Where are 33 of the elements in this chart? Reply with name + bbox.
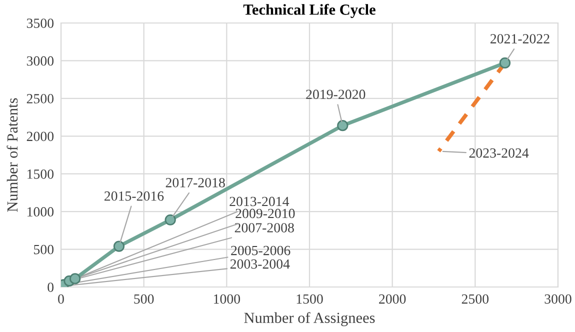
y-tick-label: 2000 (26, 132, 54, 142)
annotation: 2005-2006 (231, 246, 290, 256)
point (337, 120, 348, 132)
annotation: 2009-2010 (236, 208, 295, 218)
point (113, 240, 125, 252)
x-tick-label: 1000 (214, 294, 240, 304)
x-tick-label: 3000 (544, 294, 572, 304)
y-tick-label: 1000 (28, 207, 54, 217)
y-tick-label: 3000 (26, 56, 54, 66)
y-axis-title: Number of Patents (6, 98, 18, 212)
point (164, 214, 176, 226)
x-axis-title: Number of Assignees (244, 312, 375, 326)
annotation: 2019-2020 (306, 90, 366, 100)
annotation: 2007-2008 (234, 223, 294, 232)
x-tick-label: 2500 (462, 294, 489, 304)
x-tick-label: 1500 (296, 294, 323, 304)
y-tick-label: 3500 (26, 18, 54, 28)
annotation: 2017-2018 (166, 178, 225, 188)
annotation: 2021-2022 (490, 34, 550, 44)
y-tick-label: 2500 (26, 94, 54, 104)
x-tick-label: 2000 (379, 294, 406, 304)
annotation: 2015-2016 (104, 191, 164, 201)
x-tick-label: 500 (134, 294, 154, 304)
y-tick-label: 1500 (28, 169, 54, 179)
point (499, 57, 511, 69)
annotation: 2023-2024 (469, 148, 529, 158)
annotation: 2003-2004 (230, 259, 290, 269)
y-tick-label: 0 (48, 282, 54, 292)
y-tick-label: 500 (34, 244, 54, 254)
point (70, 273, 81, 284)
chart-title: Technical Life Cycle (243, 4, 376, 18)
annotation: 2013-2014 (230, 196, 290, 206)
x-tick-label: 0 (58, 294, 64, 304)
